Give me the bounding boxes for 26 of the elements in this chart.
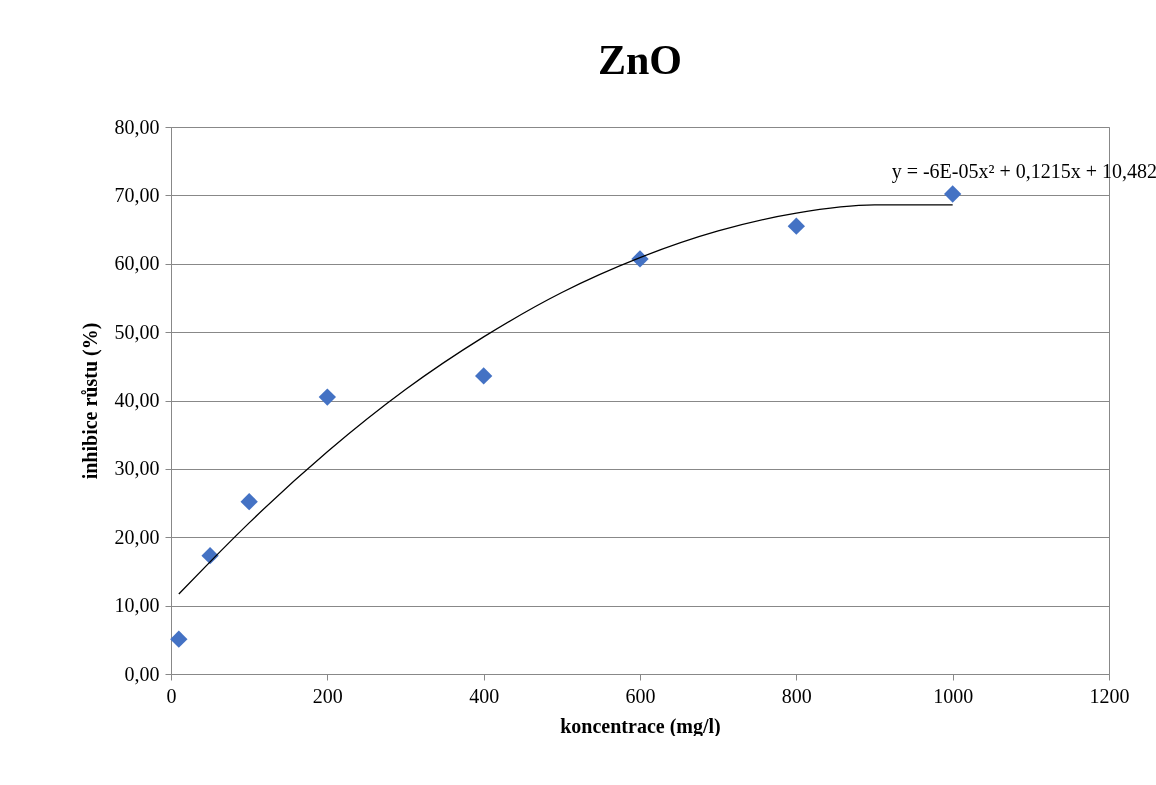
point — [240, 493, 258, 511]
x-tick-label: 200 — [312, 684, 343, 707]
y-tick-label: 30,00 — [114, 457, 160, 480]
y-tick-label: 0,00 — [124, 662, 160, 685]
point — [787, 217, 805, 235]
y-tick-label: 60,00 — [114, 252, 160, 275]
point — [318, 388, 336, 406]
y-tick-label: 80,00 — [114, 115, 160, 138]
y-tick-label: 70,00 — [114, 183, 160, 206]
x-tick-label: 1000 — [933, 684, 974, 707]
y-tick-label: 20,00 — [114, 525, 160, 548]
x-tick-label: 400 — [469, 684, 500, 707]
y-tick-label: 10,00 — [114, 594, 160, 617]
y-tick-label: 50,00 — [114, 320, 160, 343]
chart-title: ZnO — [597, 37, 683, 83]
x-tick-label: 800 — [781, 684, 812, 707]
annotation: y = -6E-05x² + 0,1215x + 10,482 — [891, 160, 1156, 183]
y-tick-label: 40,00 — [114, 389, 160, 411]
point — [944, 185, 962, 203]
point — [201, 547, 219, 565]
x-tick-label: 600 — [625, 684, 656, 707]
point — [170, 630, 188, 648]
x-tick-label: 1200 — [1089, 684, 1130, 707]
x-tick-label: 0 — [166, 684, 177, 707]
point — [475, 367, 493, 385]
y-axis-title: inhibice růstu (%) — [78, 322, 102, 480]
